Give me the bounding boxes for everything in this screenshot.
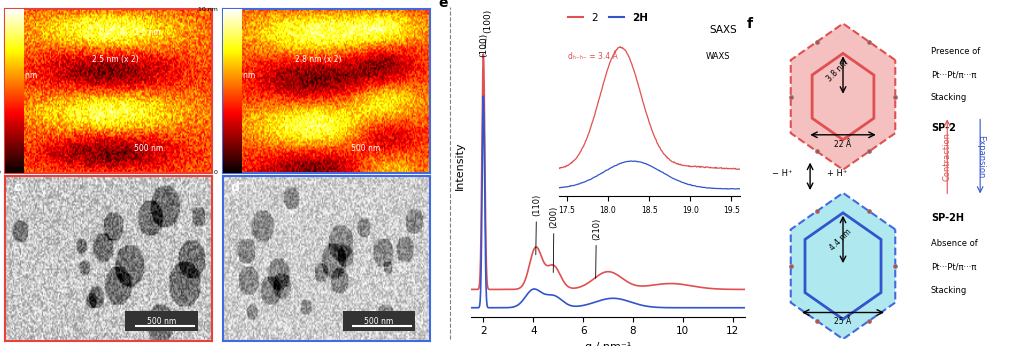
Text: Absence of: Absence of — [930, 239, 977, 248]
FancyBboxPatch shape — [125, 311, 198, 331]
Line: 2H: 2H — [471, 96, 745, 308]
Text: e: e — [438, 0, 447, 10]
Text: SP-2H: SP-2H — [930, 213, 964, 223]
Text: Contraction: Contraction — [943, 132, 952, 181]
2 — [672, 282, 684, 286]
Text: d: d — [231, 181, 240, 194]
Line: 2: 2 — [471, 54, 745, 290]
2 — [648, 283, 660, 287]
Text: 500 nm: 500 nm — [364, 317, 393, 326]
Text: 10 nm: 10 nm — [231, 71, 255, 80]
Text: (200): (200) — [550, 206, 559, 273]
Text: (210): (210) — [592, 218, 601, 279]
2 — [465, 288, 477, 292]
Text: 4.4 nm: 4.4 nm — [828, 227, 853, 253]
2H — [648, 305, 660, 309]
2 — [513, 286, 526, 290]
Text: Stacking: Stacking — [930, 93, 967, 102]
Text: a: a — [13, 20, 22, 33]
Text: 25 Å: 25 Å — [834, 318, 852, 327]
Text: (100): (100) — [479, 33, 487, 57]
2H — [672, 306, 684, 310]
Text: Pt···Pt/π···π: Pt···Pt/π···π — [930, 70, 976, 79]
2H — [477, 94, 490, 98]
2H — [739, 306, 751, 310]
Text: f: f — [747, 17, 753, 31]
Text: 2.5 nm: 2.5 nm — [134, 28, 160, 37]
Text: − H⁺: − H⁺ — [772, 169, 793, 177]
Y-axis label: Intensity: Intensity — [455, 142, 466, 190]
Text: Presence of: Presence of — [930, 47, 980, 56]
Text: (100): (100) — [483, 9, 493, 48]
Text: Stacking: Stacking — [930, 286, 967, 295]
2H — [536, 291, 549, 295]
Text: 22 Å: 22 Å — [834, 140, 852, 149]
Text: 10 nm: 10 nm — [13, 71, 37, 80]
Text: c: c — [13, 181, 21, 194]
Text: + H⁺: + H⁺ — [827, 169, 848, 177]
2 — [739, 287, 751, 291]
Text: 2.8 nm (x 2): 2.8 nm (x 2) — [295, 55, 342, 64]
2 — [589, 275, 601, 280]
Text: 2.5 nm (x 2): 2.5 nm (x 2) — [92, 55, 139, 64]
Polygon shape — [791, 24, 895, 170]
2H — [513, 301, 526, 306]
Legend: 2, 2H: 2, 2H — [563, 9, 653, 27]
2H — [589, 300, 601, 304]
Polygon shape — [791, 193, 895, 339]
Text: SAXS: SAXS — [709, 25, 737, 35]
Text: b: b — [231, 20, 240, 33]
Text: 3.8 nm: 3.8 nm — [825, 58, 850, 83]
Text: 500 nm: 500 nm — [147, 317, 176, 326]
Text: 500 nm: 500 nm — [351, 144, 380, 153]
Text: Expansion: Expansion — [976, 135, 984, 178]
2 — [477, 52, 490, 56]
Text: SP-2: SP-2 — [930, 123, 955, 133]
Text: Pt···Pt/π···π: Pt···Pt/π···π — [930, 263, 976, 272]
Text: (110): (110) — [532, 194, 541, 255]
FancyBboxPatch shape — [343, 311, 415, 331]
2H — [465, 306, 477, 310]
2H — [627, 301, 640, 305]
X-axis label: q / nm⁻¹: q / nm⁻¹ — [585, 342, 631, 346]
2 — [627, 282, 640, 286]
Text: 500 nm: 500 nm — [134, 144, 162, 153]
2 — [536, 256, 549, 260]
